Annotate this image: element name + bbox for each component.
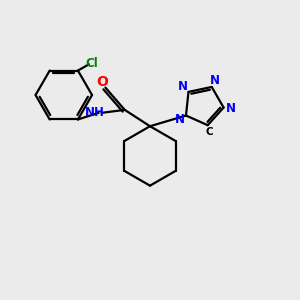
Text: N: N [178, 80, 188, 93]
Text: NH: NH [85, 106, 105, 119]
Text: O: O [96, 75, 108, 89]
Text: C: C [206, 128, 213, 137]
Text: N: N [226, 102, 236, 115]
Text: Cl: Cl [85, 57, 98, 70]
Text: N: N [175, 113, 184, 126]
Text: N: N [210, 74, 220, 87]
